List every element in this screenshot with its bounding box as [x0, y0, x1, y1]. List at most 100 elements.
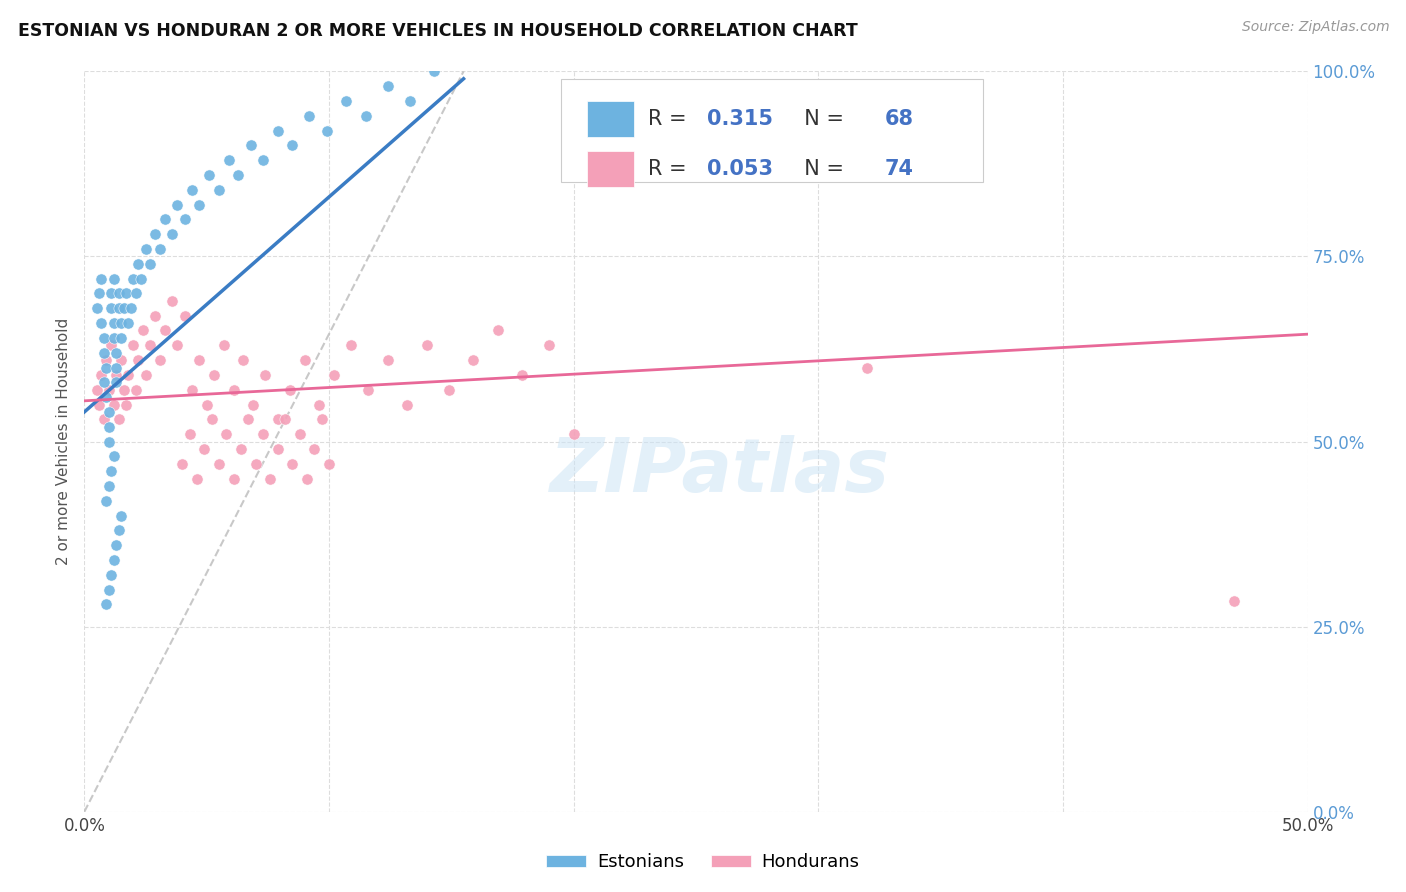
Point: [266, 123, 288, 137]
Point: [304, 442, 326, 456]
Point: [315, 123, 337, 137]
Point: [100, 567, 122, 582]
Point: [318, 457, 340, 471]
Point: [117, 316, 139, 330]
Point: [86, 383, 108, 397]
Point: [149, 242, 172, 256]
Point: [100, 301, 122, 316]
FancyBboxPatch shape: [561, 78, 983, 183]
Point: [107, 412, 129, 426]
Point: [416, 338, 439, 352]
Point: [87, 286, 110, 301]
Point: [112, 301, 135, 316]
Point: [186, 471, 208, 485]
Point: [122, 338, 145, 352]
Point: [97, 434, 120, 449]
Point: [188, 353, 211, 368]
Point: [179, 427, 201, 442]
Point: [222, 471, 245, 485]
Text: 68: 68: [884, 109, 914, 128]
Point: [100, 338, 122, 352]
Point: [97, 582, 120, 597]
Point: [288, 427, 311, 442]
Point: [252, 153, 274, 168]
Text: ESTONIAN VS HONDURAN 2 OR MORE VEHICLES IN HOUSEHOLD CORRELATION CHART: ESTONIAN VS HONDURAN 2 OR MORE VEHICLES …: [18, 22, 858, 40]
Point: [357, 383, 380, 397]
Point: [122, 271, 145, 285]
Point: [195, 398, 218, 412]
Point: [90, 271, 112, 285]
Point: [202, 368, 225, 382]
Point: [143, 309, 166, 323]
Point: [238, 412, 260, 426]
Point: [93, 376, 115, 390]
Point: [259, 471, 281, 485]
Point: [105, 368, 128, 382]
Point: [127, 353, 149, 368]
Point: [335, 94, 357, 108]
Point: [166, 338, 188, 352]
Point: [294, 353, 316, 368]
Point: [295, 471, 318, 485]
Point: [103, 331, 125, 345]
Point: [463, 353, 485, 368]
Point: [562, 427, 585, 442]
Point: [198, 168, 221, 182]
Point: [510, 368, 533, 382]
Point: [153, 212, 176, 227]
Point: [107, 301, 129, 316]
Text: R =: R =: [648, 159, 693, 179]
Point: [322, 368, 344, 382]
Legend: Estonians, Hondurans: Estonians, Hondurans: [538, 847, 868, 879]
Point: [127, 257, 149, 271]
Point: [281, 457, 304, 471]
Point: [125, 383, 148, 397]
Point: [856, 360, 879, 375]
Point: [254, 368, 277, 382]
Point: [87, 398, 110, 412]
Point: [222, 383, 245, 397]
Point: [229, 442, 252, 456]
Point: [162, 293, 184, 308]
Point: [96, 390, 118, 404]
Point: [110, 316, 132, 330]
Point: [354, 109, 377, 123]
Point: [188, 197, 211, 211]
Point: [218, 153, 240, 168]
Point: [143, 227, 166, 242]
Point: [208, 183, 231, 197]
Point: [93, 331, 115, 345]
Point: [278, 383, 301, 397]
Point: [166, 197, 188, 211]
Point: [107, 286, 129, 301]
Point: [103, 271, 125, 285]
Point: [112, 383, 135, 397]
Point: [311, 412, 333, 426]
Point: [437, 383, 460, 397]
Point: [110, 508, 132, 523]
Point: [181, 383, 204, 397]
Point: [135, 368, 157, 382]
Point: [308, 398, 330, 412]
Point: [103, 553, 125, 567]
Point: [86, 301, 108, 316]
Point: [105, 376, 128, 390]
Point: [117, 368, 139, 382]
Point: [266, 442, 288, 456]
Point: [193, 442, 215, 456]
Point: [398, 94, 420, 108]
Text: R =: R =: [648, 109, 693, 128]
Point: [232, 353, 254, 368]
Point: [172, 457, 194, 471]
Point: [139, 338, 162, 352]
Point: [298, 109, 321, 123]
Text: 0.053: 0.053: [707, 159, 773, 179]
Point: [96, 493, 118, 508]
Point: [239, 138, 262, 153]
Point: [90, 368, 112, 382]
Text: 74: 74: [884, 159, 914, 179]
FancyBboxPatch shape: [588, 101, 634, 136]
Text: 0.315: 0.315: [707, 109, 773, 128]
Point: [228, 168, 250, 182]
Point: [97, 419, 120, 434]
